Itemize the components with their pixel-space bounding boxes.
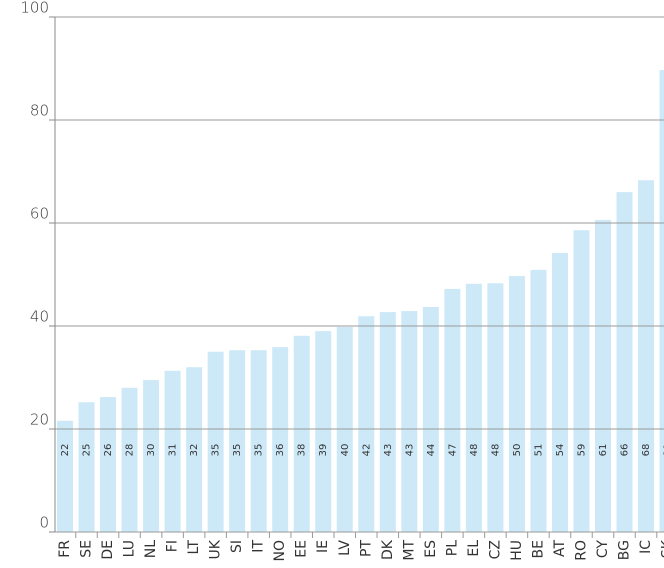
bar [57, 420, 73, 532]
bar [78, 402, 95, 532]
value-label: 28 [125, 444, 136, 457]
x-tick-label: PT [358, 540, 374, 557]
bar [638, 180, 655, 532]
value-label: 51 [533, 444, 544, 457]
value-label: 42 [361, 444, 372, 457]
x-tick-label: FR [57, 540, 73, 558]
bar [358, 316, 375, 532]
value-label: 50 [512, 444, 523, 457]
value-label: 35 [211, 444, 222, 457]
bar [143, 380, 160, 532]
value-label: 48 [469, 444, 480, 457]
value-label: 25 [82, 444, 93, 457]
bar [164, 370, 181, 532]
y-tick-label: 80 [30, 102, 49, 120]
x-tick-label: IE [315, 540, 331, 553]
value-label: 22 [60, 444, 71, 457]
x-tick-label: HU [509, 540, 525, 561]
value-label: 47 [447, 444, 458, 457]
x-tick-label: ES [423, 540, 439, 558]
bar [508, 276, 525, 532]
value-label: 32 [189, 444, 200, 457]
bar [595, 219, 611, 532]
bar [530, 269, 547, 532]
x-tick-label: SK [660, 539, 664, 558]
value-label: 35 [232, 444, 243, 457]
x-tick-label: DK [380, 539, 396, 560]
value-label: 39 [318, 444, 329, 457]
bar [487, 283, 504, 532]
x-tick-label: SI [229, 540, 245, 553]
bar [444, 288, 461, 532]
bar [422, 306, 439, 532]
y-tick-label: 100 [20, 0, 49, 17]
x-tick-label: IC [638, 540, 654, 554]
value-label: 38 [297, 444, 308, 457]
value-label: 66 [620, 444, 631, 457]
bar [207, 351, 224, 532]
y-tick-label: 40 [30, 308, 49, 326]
x-tick-label: CZ [487, 540, 503, 559]
value-label: 59 [576, 444, 587, 457]
bar [336, 327, 353, 532]
bar [186, 367, 203, 532]
x-tick-label: BG [617, 540, 633, 560]
value-label: 68 [641, 444, 652, 457]
x-tick-label: RO [573, 540, 589, 561]
x-tick-label: PL [444, 540, 460, 556]
value-label: 44 [426, 444, 437, 457]
value-label: 43 [383, 444, 394, 457]
x-tick-label: EE [294, 540, 310, 558]
x-tick-label: AT [552, 540, 568, 557]
value-label: 61 [598, 444, 609, 457]
bar [121, 387, 138, 532]
x-tick-label: DE [100, 540, 116, 560]
x-tick-label: MT [401, 540, 417, 561]
bar [315, 331, 332, 532]
value-label: 54 [555, 444, 566, 457]
bar [272, 347, 289, 532]
x-tick-label: EL [466, 540, 482, 557]
value-label: 26 [103, 444, 114, 457]
value-label: 31 [168, 444, 179, 457]
x-tick-label: LV [337, 540, 353, 556]
value-label: 30 [146, 444, 157, 457]
bar [616, 192, 633, 532]
y-tick-label: 60 [30, 205, 49, 223]
x-tick-label: SE [79, 540, 95, 558]
value-label: 90 [663, 444, 664, 457]
value-label: 48 [490, 444, 501, 457]
y-tick-label: 20 [30, 411, 49, 429]
bar [379, 312, 396, 532]
x-tick-label: FI [165, 540, 181, 552]
x-tick-label: IT [251, 540, 267, 553]
value-label: 43 [404, 444, 415, 457]
y-tick-label: 0 [39, 514, 49, 532]
x-tick-label: LT [186, 540, 202, 555]
value-label: 36 [275, 444, 286, 457]
x-tick-label: BE [530, 540, 546, 558]
bar [250, 350, 267, 532]
bar [293, 335, 310, 532]
bar [551, 252, 568, 532]
x-tick-label: UK [208, 539, 224, 559]
bar [465, 283, 482, 532]
x-tick-label: NL [143, 540, 159, 558]
x-tick-label: CY [595, 540, 611, 559]
bar [229, 350, 246, 532]
bar [573, 230, 590, 532]
x-tick-label: LU [122, 540, 138, 557]
bar [659, 70, 664, 533]
value-label: 35 [254, 444, 265, 457]
bar [401, 311, 418, 532]
bar [100, 397, 117, 532]
value-label: 40 [340, 444, 351, 457]
x-tick-label: NO [272, 540, 288, 562]
